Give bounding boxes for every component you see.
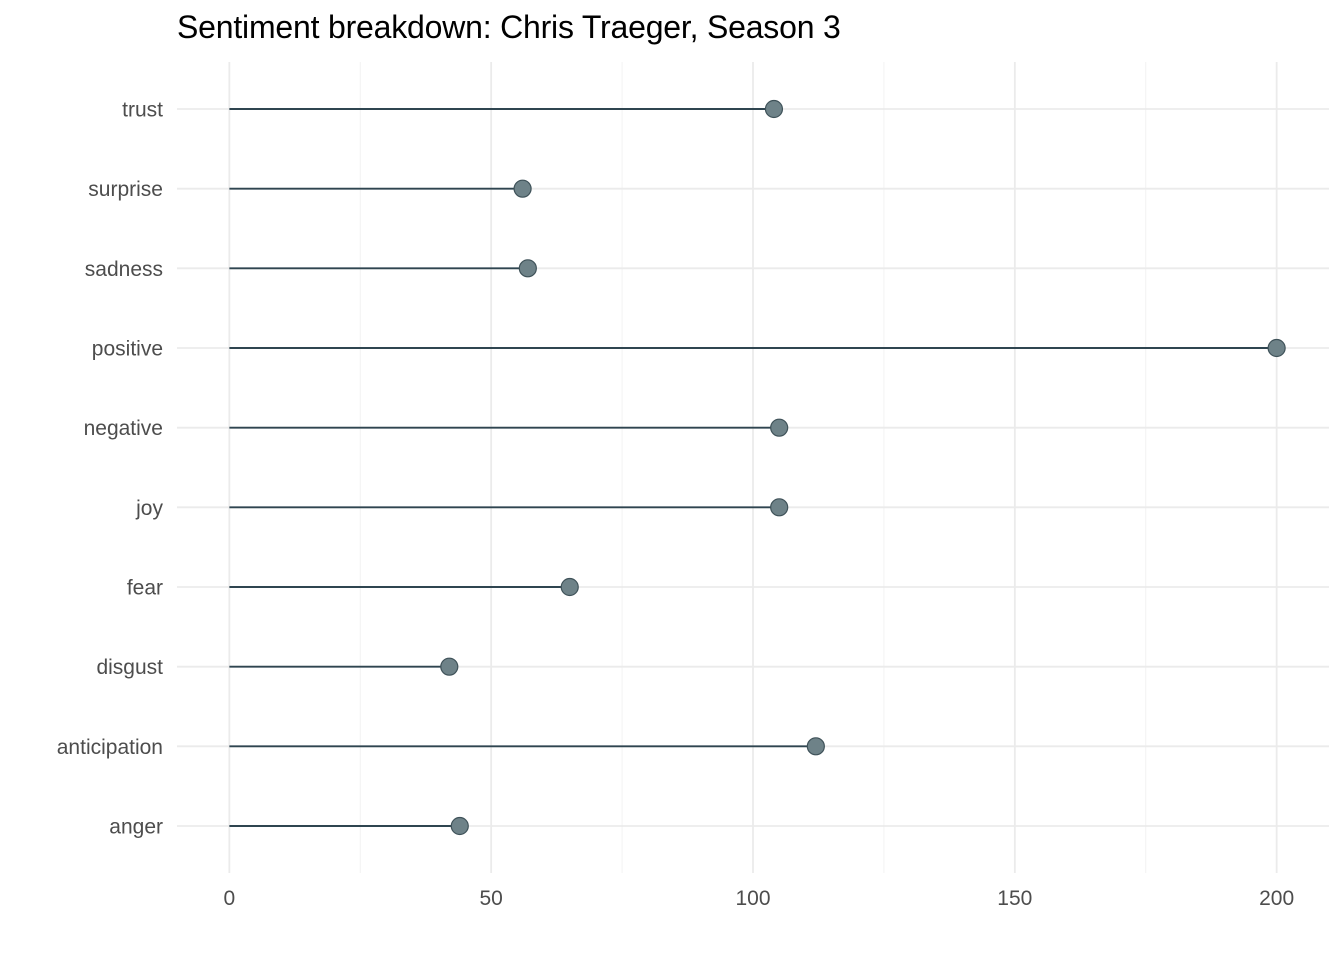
major-gridlines: [177, 62, 1329, 873]
lollipop-point: [440, 657, 459, 676]
y-axis-labels: anger anticipation disgust fear joy negative p…: [57, 99, 164, 839]
y-tick-label: positive: [92, 338, 163, 361]
x-tick-label: 200: [1259, 887, 1294, 910]
lollipop-point: [518, 259, 537, 278]
y-tick-label: trust: [122, 99, 163, 122]
y-tick-label: fear: [127, 577, 163, 600]
x-tick-label: 100: [735, 887, 770, 910]
x-tick-label: 150: [997, 887, 1032, 910]
lollipop-point: [764, 99, 784, 119]
y-tick-label: disgust: [96, 656, 163, 679]
lollipop-point: [770, 498, 789, 517]
chart-title: Sentiment breakdown: Chris Traeger, Seas…: [177, 9, 841, 45]
y-tick-label: anticipation: [57, 736, 163, 759]
lollipop-point: [1267, 338, 1286, 358]
x-tick-label: 0: [224, 887, 236, 910]
lollipop-point: [560, 577, 579, 597]
lollipop-point: [806, 737, 825, 756]
y-tick-label: sadness: [85, 258, 163, 281]
lollipop-point: [450, 816, 469, 836]
lollipop-points: [440, 99, 1286, 836]
x-tick-label: 50: [480, 887, 503, 910]
x-axis-labels: 0 50 100 150 200: [224, 887, 1295, 910]
y-tick-label: anger: [109, 816, 163, 839]
minor-gridlines: [359, 62, 1147, 873]
lollipop-point: [513, 179, 532, 198]
lollipop-point: [770, 418, 789, 437]
lollipop-stems: [229, 108, 1277, 827]
y-tick-label: joy: [135, 497, 163, 520]
y-tick-label: surprise: [88, 178, 163, 201]
y-tick-label: negative: [84, 417, 163, 440]
